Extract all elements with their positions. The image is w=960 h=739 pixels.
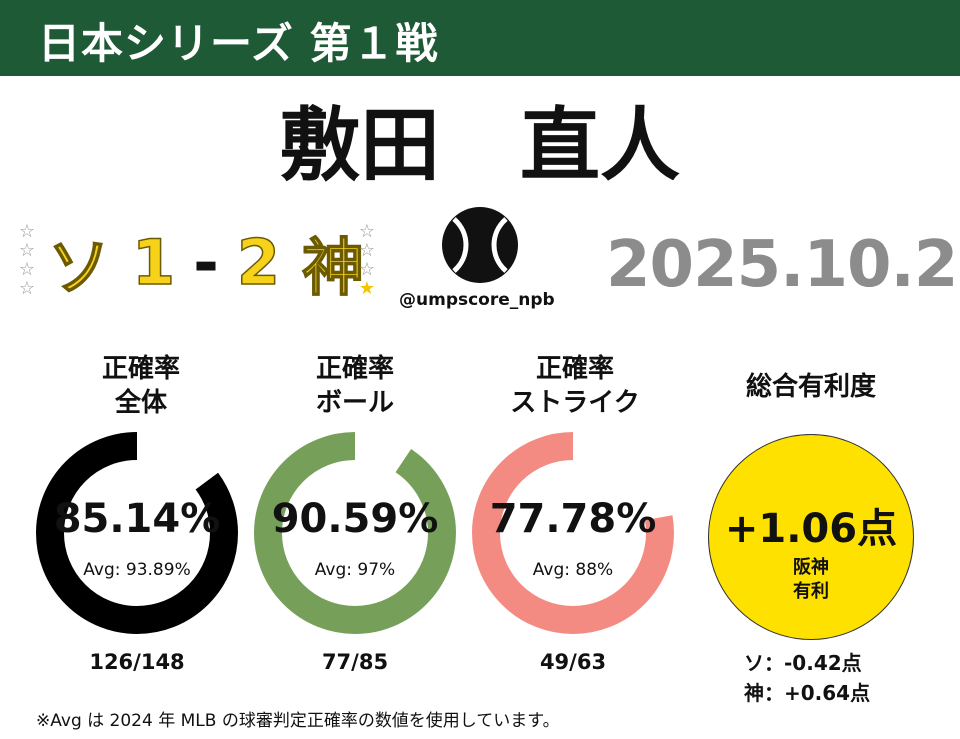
advantage-team-line2: 有利 xyxy=(793,581,829,602)
accuracy-ring-overall xyxy=(36,432,238,634)
metric-label-line1: 正確率 xyxy=(535,354,614,384)
metric-label-line2: 全体 xyxy=(114,388,167,418)
score-separator: - xyxy=(193,225,219,299)
home-team-runs: 2 xyxy=(236,225,281,300)
star-outline-icon: ☆ xyxy=(18,259,36,280)
brand-handle: @umpscore_npb xyxy=(399,290,555,310)
star-filled-icon: ★ xyxy=(358,278,376,299)
away-team-name: ソ xyxy=(47,230,111,305)
star-outline-icon: ☆ xyxy=(18,221,36,242)
footnote: ※Avg は 2024 年 MLB の球審判定正確率の数値を使用しています。 xyxy=(36,711,560,731)
umpire-name: 敷田 直人 xyxy=(280,99,680,192)
metric-label-strike: 正確率 ストライク xyxy=(480,352,670,420)
advantage-team: 阪神 有利 xyxy=(708,556,914,604)
advantage-away: ソ：-0.42点 xyxy=(744,651,862,675)
metric-label-ball: 正確率 ボール xyxy=(270,352,440,420)
accuracy-ring-strike xyxy=(472,432,674,634)
star-outline-icon: ☆ xyxy=(358,240,376,261)
accuracy-pct-ball: 90.59% xyxy=(271,496,439,542)
star-outline-icon: ☆ xyxy=(18,278,36,299)
metric-label-line1: 正確率 xyxy=(315,354,394,384)
home-team-stars: ☆ ☆ ☆ ★ xyxy=(356,222,378,298)
accuracy-count-overall: 126/148 xyxy=(89,650,185,674)
metric-label-overall: 正確率 全体 xyxy=(56,352,226,420)
accuracy-avg-overall: Avg: 93.89% xyxy=(83,560,191,580)
metric-label-line1: 正確率 xyxy=(101,354,180,384)
advantage-home: 神：+0.64点 xyxy=(744,681,871,705)
advantage-circle xyxy=(708,434,914,640)
star-outline-icon: ☆ xyxy=(358,221,376,242)
accuracy-avg-strike: Avg: 88% xyxy=(532,560,614,580)
accuracy-pct-overall: 85.14% xyxy=(53,496,221,542)
advantage-team-line1: 阪神 xyxy=(793,557,829,578)
game-score: ソ 1 - 2 神 xyxy=(47,222,365,305)
star-outline-icon: ☆ xyxy=(18,240,36,261)
metric-label-line2: ストライク xyxy=(510,388,640,418)
advantage-label: 総合有利度 xyxy=(745,372,876,402)
header-bar xyxy=(0,0,960,76)
game-date: 2025.10.25 xyxy=(606,228,960,302)
metric-label-line2: ボール xyxy=(315,388,394,418)
away-team-stars: ☆ ☆ ☆ ☆ xyxy=(16,222,38,298)
away-team-runs: 1 xyxy=(131,225,176,300)
advantage-breakdown: ソ：-0.42点 神：+0.64点 xyxy=(744,648,870,708)
advantage-value: +1.06点 xyxy=(724,506,898,552)
home-team-name: 神 xyxy=(301,230,365,305)
star-outline-icon: ☆ xyxy=(358,259,376,280)
accuracy-ring-ball xyxy=(254,432,456,634)
baseball-icon xyxy=(440,205,520,285)
accuracy-avg-ball: Avg: 97% xyxy=(314,560,396,580)
accuracy-count-strike: 49/63 xyxy=(539,650,607,674)
accuracy-count-ball: 77/85 xyxy=(321,650,389,674)
header-title: 日本シリーズ 第１戦 xyxy=(38,19,439,68)
accuracy-pct-strike: 77.78% xyxy=(489,496,657,542)
